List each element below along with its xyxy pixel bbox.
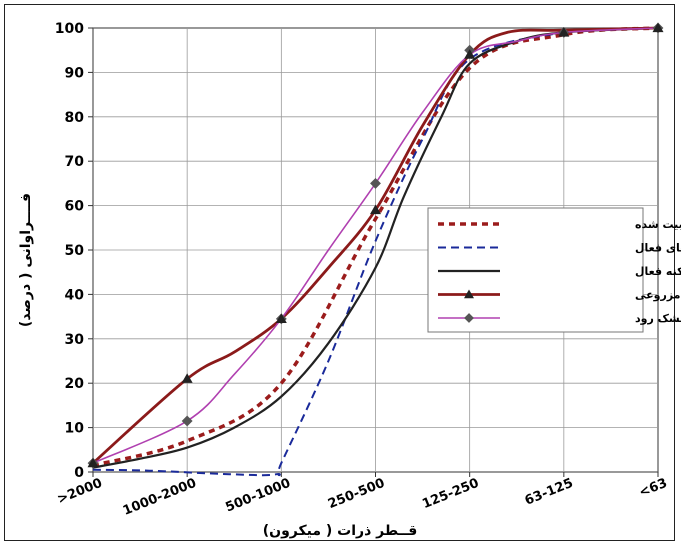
x-tick-label: 250-500 (326, 476, 387, 512)
y-tick-label: 60 (65, 199, 85, 215)
x-tick-label: 125-250 (420, 476, 481, 512)
y-tick-label: 50 (65, 243, 85, 259)
y-tick-label: 10 (65, 421, 85, 437)
diamond-marker (370, 177, 381, 189)
triangle-marker (464, 49, 476, 59)
legend-diamond-marker (464, 313, 474, 323)
y-axis-title: فــــراوانی ( درصد) (18, 193, 34, 327)
x-tick-label: 1000-2000 (121, 476, 199, 519)
y-tick-label: 20 (65, 376, 85, 392)
grid-lines (92, 27, 659, 473)
legend-label: ماسه های تثبیت شده (635, 218, 681, 231)
chart-frame (4, 4, 675, 541)
x-axis-ticks: >2000 1000-2000 500-1000 250-500 125-250 63-1… (55, 472, 669, 519)
x-tick-label: 63-125 (523, 476, 576, 509)
y-tick-label: 0 (74, 465, 84, 481)
x-tick-label: 500-1000 (223, 476, 292, 516)
y-tick-label: 30 (65, 332, 85, 348)
y-tick-label: 100 (55, 21, 84, 37)
triangle-marker (275, 313, 287, 323)
triangle-marker (181, 373, 193, 383)
triangle-marker (370, 204, 381, 215)
triangle-marker (558, 26, 570, 37)
x-tick-label: <63 (637, 476, 669, 501)
x-axis-title: قــطر ذرات ( میکرون) (263, 523, 418, 539)
legend: ماسه های تثبیت شده ماسه های فعال مخروط افک… (427, 207, 681, 333)
series-markers (87, 22, 664, 469)
y-tick-label: 70 (65, 154, 85, 170)
diamond-marker (181, 415, 193, 427)
triangle-marker (652, 22, 664, 33)
y-axis-ticks: 0 10 20 30 40 50 60 70 80 90 100 (55, 21, 93, 481)
legend-label: ماسه های فعال (635, 242, 681, 255)
series-line-5 (92, 27, 659, 464)
legend-label: مخروط افکنه فعال (635, 265, 681, 278)
y-tick-label: 90 (65, 65, 85, 81)
legend-label: مناطق مزروعی (635, 289, 681, 302)
series-line-1 (92, 26, 659, 467)
legend-label: خشک رود (635, 312, 681, 325)
y-tick-label: 40 (65, 287, 85, 303)
y-tick-label: 80 (65, 110, 85, 126)
legend-triangle-marker (464, 289, 474, 299)
triangle-marker (87, 457, 99, 468)
